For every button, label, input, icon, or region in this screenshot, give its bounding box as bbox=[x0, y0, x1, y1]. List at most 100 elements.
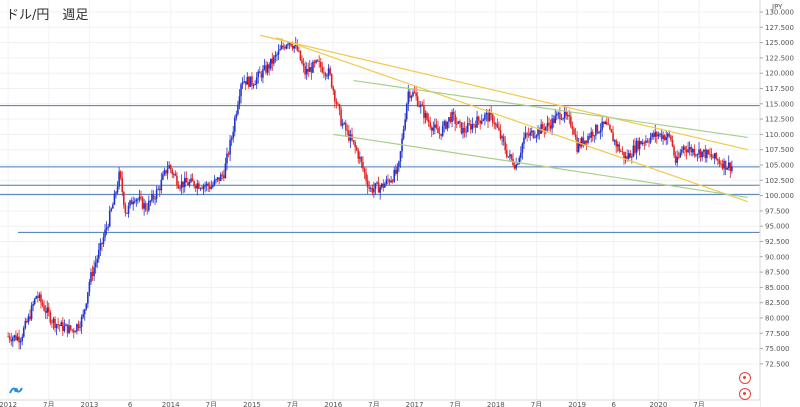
candle-body bbox=[543, 128, 546, 131]
candle-body bbox=[679, 152, 682, 158]
candle-body bbox=[520, 152, 522, 158]
trendline[interactable] bbox=[353, 79, 748, 139]
candle-body bbox=[174, 173, 177, 176]
candle-body bbox=[10, 339, 13, 342]
y-axis-background bbox=[760, 0, 800, 407]
candle-body bbox=[723, 160, 725, 169]
candle-body bbox=[124, 205, 127, 213]
trendline[interactable] bbox=[259, 34, 748, 151]
candle-body bbox=[287, 44, 289, 46]
candle-body bbox=[437, 127, 439, 134]
candle-body bbox=[140, 196, 142, 198]
candle-body bbox=[121, 177, 124, 192]
x-tick-label: 7月 bbox=[368, 401, 379, 407]
candle-body bbox=[551, 118, 553, 129]
candle-body bbox=[498, 127, 500, 131]
y-tick-label: 125.000 bbox=[765, 39, 794, 47]
x-tick-label: 2018 bbox=[487, 401, 505, 407]
candle-body bbox=[479, 120, 481, 124]
candle-body bbox=[273, 56, 275, 64]
candle-body bbox=[291, 45, 294, 49]
target-icon[interactable] bbox=[739, 372, 751, 384]
candle-body bbox=[376, 182, 378, 184]
candle-body bbox=[158, 188, 161, 191]
candle-body bbox=[22, 327, 25, 337]
candle-body bbox=[13, 335, 16, 338]
candle-body bbox=[720, 163, 722, 165]
candle-body bbox=[402, 129, 405, 139]
candle-body bbox=[254, 83, 256, 86]
candle-body bbox=[246, 76, 249, 85]
x-tick-label: 2017 bbox=[406, 401, 424, 407]
candle-body bbox=[674, 155, 677, 163]
candle-body bbox=[352, 140, 355, 143]
candle-body bbox=[552, 118, 555, 123]
candle-body bbox=[157, 188, 159, 190]
candle-body bbox=[559, 112, 561, 120]
candle-body bbox=[427, 119, 430, 123]
candle-body bbox=[91, 272, 94, 277]
candle-body bbox=[183, 177, 186, 188]
candle-body bbox=[132, 201, 134, 205]
candle-body bbox=[702, 149, 705, 152]
candle-body bbox=[182, 181, 185, 188]
candle-body bbox=[359, 157, 361, 159]
candle-body bbox=[613, 140, 616, 142]
candle-body bbox=[548, 122, 550, 126]
candle-body bbox=[113, 193, 116, 205]
candle-body bbox=[488, 112, 491, 122]
candle-body bbox=[521, 143, 524, 153]
trendline[interactable] bbox=[333, 133, 748, 199]
candle-body bbox=[487, 113, 489, 122]
candle-body bbox=[144, 203, 147, 210]
settings-icon[interactable] bbox=[739, 388, 751, 400]
y-tick-label: 77.500 bbox=[765, 330, 790, 338]
candle-body bbox=[477, 116, 480, 121]
candle-body bbox=[671, 139, 674, 147]
candle-body bbox=[524, 133, 527, 138]
candle-body bbox=[412, 92, 414, 96]
candle-body bbox=[338, 104, 341, 110]
candle-body bbox=[641, 142, 644, 145]
candle-body bbox=[430, 127, 433, 131]
candle-body bbox=[27, 316, 30, 323]
tradingview-logo-icon[interactable] bbox=[9, 380, 23, 394]
candle-body bbox=[193, 181, 195, 187]
candle-body bbox=[215, 179, 217, 181]
candle-body bbox=[384, 183, 386, 188]
candle-body bbox=[695, 154, 697, 156]
candles bbox=[7, 36, 733, 350]
x-tick-label: 7月 bbox=[693, 401, 704, 407]
candle-body bbox=[709, 153, 711, 155]
candle-body bbox=[309, 67, 311, 72]
candle-body bbox=[213, 180, 216, 185]
candle-body bbox=[385, 179, 388, 184]
candle-body bbox=[32, 303, 34, 306]
candle-body bbox=[624, 156, 627, 159]
candle-body bbox=[627, 153, 630, 159]
candle-body bbox=[576, 137, 578, 152]
candle-body bbox=[112, 204, 114, 209]
candle-body bbox=[346, 130, 349, 132]
candle-body bbox=[249, 76, 252, 87]
candle-body bbox=[495, 123, 497, 125]
candle-body bbox=[421, 104, 424, 107]
candle-body bbox=[88, 281, 91, 293]
candle-body bbox=[449, 117, 452, 122]
candle-body bbox=[52, 318, 55, 323]
candle-body bbox=[704, 149, 707, 159]
y-tick-label: 127.500 bbox=[765, 24, 794, 32]
candle-body bbox=[123, 191, 125, 206]
candle-body bbox=[413, 92, 416, 94]
candle-body bbox=[518, 157, 521, 165]
candle-body bbox=[706, 149, 708, 159]
trendline[interactable] bbox=[276, 37, 749, 203]
candle-body bbox=[438, 133, 441, 134]
candle-body bbox=[651, 133, 653, 138]
candle-body bbox=[476, 116, 478, 128]
candle-body bbox=[555, 113, 558, 116]
candle-body bbox=[326, 75, 328, 77]
candle-body bbox=[265, 65, 267, 73]
candle-body bbox=[727, 162, 730, 168]
candle-body bbox=[394, 169, 397, 174]
